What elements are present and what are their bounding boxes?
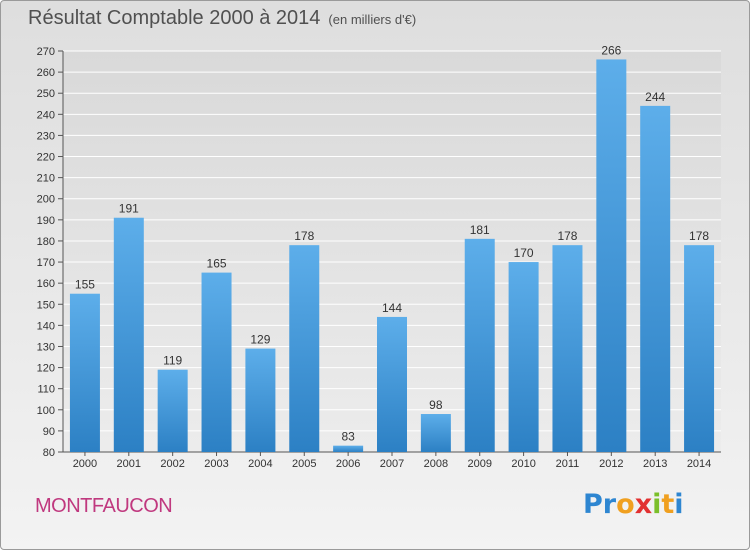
data-label-2008: 98 — [429, 398, 443, 412]
y-tick-label: 90 — [43, 426, 55, 438]
bar-2003 — [201, 272, 232, 452]
x-tick-label-2011: 2011 — [556, 458, 580, 470]
x-tick-label-2007: 2007 — [380, 458, 404, 470]
bar-2001 — [113, 217, 144, 452]
bar-2008 — [420, 414, 451, 452]
bar-2005 — [289, 245, 320, 452]
y-tick-label: 110 — [37, 384, 55, 396]
bar-2011 — [552, 245, 583, 452]
data-label-2004: 129 — [250, 333, 270, 347]
y-tick-label: 260 — [37, 67, 55, 79]
y-tick-label: 220 — [37, 152, 55, 164]
bar-2012 — [596, 59, 627, 452]
x-tick-label-2002: 2002 — [160, 458, 184, 470]
y-tick-label: 270 — [37, 46, 55, 58]
y-tick-label: 230 — [37, 130, 55, 142]
y-tick-label: 160 — [37, 278, 55, 290]
y-tick-label: 150 — [37, 299, 55, 311]
data-label-2003: 165 — [207, 257, 227, 271]
x-tick-label-2004: 2004 — [248, 458, 272, 470]
y-tick-label: 210 — [37, 173, 55, 185]
chart-title-text: Résultat Comptable 2000 à 2014 — [28, 7, 321, 29]
x-tick-label-2013: 2013 — [643, 458, 667, 470]
y-tick-label: 100 — [37, 405, 55, 417]
data-label-2000: 155 — [75, 278, 95, 292]
x-tick-label-2006: 2006 — [336, 458, 360, 470]
y-tick-label: 130 — [37, 341, 55, 353]
bar-2002 — [157, 369, 188, 452]
logo-letter: i — [652, 489, 662, 520]
place-name: MONTFAUCON — [35, 495, 173, 517]
bar-2000 — [69, 293, 100, 452]
bar-2010 — [508, 262, 539, 452]
data-label-2014: 178 — [689, 229, 709, 243]
data-label-2010: 170 — [514, 246, 534, 260]
data-label-2005: 178 — [294, 229, 314, 243]
data-label-2001: 191 — [119, 202, 139, 216]
data-label-2002: 119 — [163, 354, 182, 368]
y-tick-label: 190 — [37, 215, 55, 227]
data-label-2006: 83 — [341, 430, 355, 444]
data-label-2009: 181 — [470, 223, 490, 237]
y-tick-label: 250 — [37, 88, 55, 100]
bar-2007 — [377, 316, 407, 452]
data-label-2011: 178 — [557, 229, 577, 243]
x-tick-label-2001: 2001 — [117, 458, 141, 470]
y-tick-label: 120 — [37, 363, 55, 375]
bar-2009 — [464, 238, 495, 452]
x-tick-label-2008: 2008 — [424, 458, 448, 470]
data-label-2012: 266 — [601, 43, 621, 57]
y-tick-label: 200 — [37, 194, 55, 206]
bar-2004 — [245, 348, 276, 452]
x-tick-label-2003: 2003 — [204, 458, 228, 470]
y-tick-label: 240 — [37, 109, 55, 121]
logo-letter: o — [616, 489, 635, 520]
data-label-2013: 244 — [645, 90, 665, 104]
x-tick-label-2010: 2010 — [511, 458, 535, 470]
logo-letter: P — [583, 489, 603, 520]
x-tick-label-2014: 2014 — [687, 458, 711, 470]
chart-title: Résultat Comptable 2000 à 2014 (en millie… — [28, 7, 416, 30]
logo-letter: r — [602, 489, 617, 520]
bar-2013 — [640, 105, 671, 452]
x-tick-label-2012: 2012 — [599, 458, 623, 470]
proxiti-logo: Proxiti — [583, 489, 684, 520]
logo-letter: t — [661, 489, 675, 520]
bar-2014 — [684, 245, 715, 452]
y-tick-label: 80 — [43, 447, 55, 459]
y-tick-label: 180 — [37, 236, 55, 248]
logo-letter: x — [634, 489, 653, 520]
y-tick-label: 170 — [37, 257, 55, 269]
x-tick-label-2000: 2000 — [73, 458, 97, 470]
bar-2006 — [333, 445, 364, 452]
data-label-2007: 144 — [382, 301, 402, 315]
x-tick-label-2005: 2005 — [292, 458, 316, 470]
logo-letter: i — [674, 489, 684, 520]
y-tick-label: 140 — [37, 320, 55, 332]
chart-subtitle: (en milliers d'€) — [328, 12, 417, 27]
x-tick-label-2009: 2009 — [467, 458, 491, 470]
